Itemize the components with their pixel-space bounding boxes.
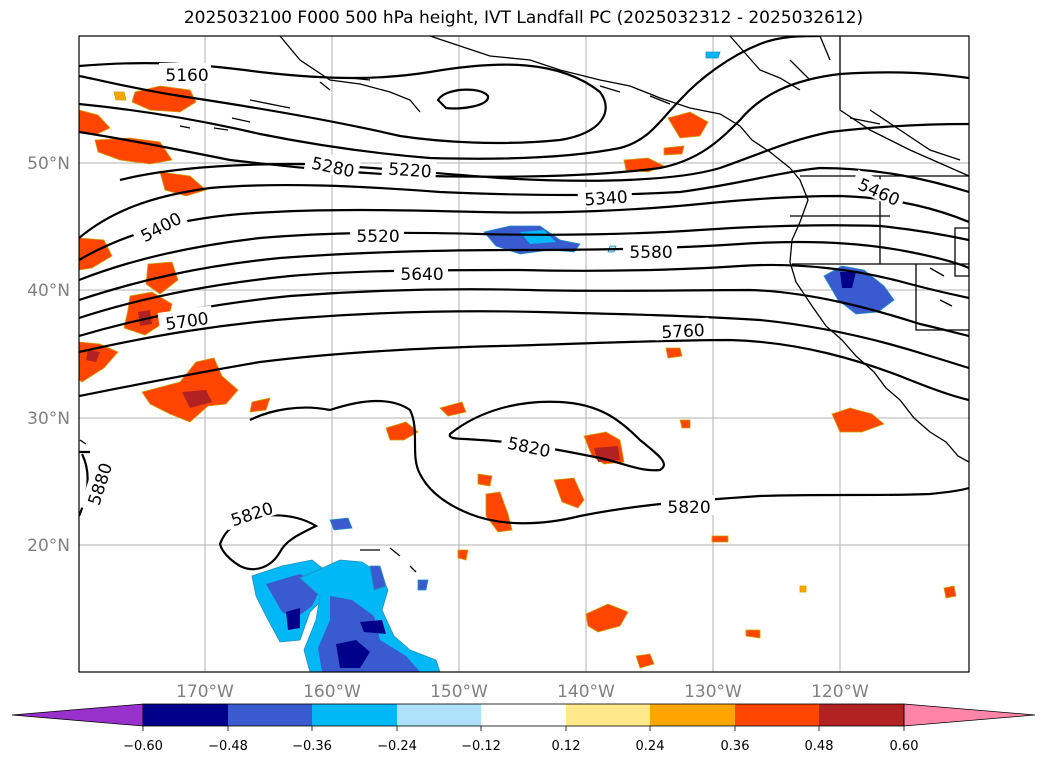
colorbar-seg <box>11 703 144 727</box>
contour-label: 5820 <box>229 499 276 531</box>
colorbar-tick: 0.12 <box>552 739 581 754</box>
colorbar-seg <box>650 704 735 726</box>
colorbar-tick: −0.60 <box>123 739 163 754</box>
contour-label: 5520 <box>356 227 399 247</box>
colorbar-seg <box>312 704 397 726</box>
ivt-negative-patches <box>251 51 895 672</box>
contour-label: 5580 <box>629 243 672 263</box>
lon-label: 130°W <box>684 682 742 702</box>
contour-labels: 5160 5220 5280 5340 5400 5460 5520 5580 … <box>79 63 908 531</box>
contour-label: 5640 <box>400 265 443 285</box>
ivt-positive-patches <box>79 85 957 669</box>
colorbar-tick: 0.36 <box>721 739 750 754</box>
colorbar-tick: 0.60 <box>890 739 919 754</box>
colorbar-seg <box>819 704 904 726</box>
map-area: 5160 5220 5280 5340 5400 5460 5520 5580 … <box>79 36 969 672</box>
height-contours <box>79 36 969 571</box>
lat-label: 40°N <box>27 281 70 301</box>
contour-label: 5340 <box>584 188 629 211</box>
lon-label: 140°W <box>557 682 615 702</box>
lon-label: 150°W <box>430 682 488 702</box>
lat-label: 50°N <box>27 154 70 174</box>
contour-label: 5820 <box>667 498 710 518</box>
latitude-labels: 50°N 40°N 30°N 20°N <box>27 154 70 556</box>
colorbar-tick: 0.48 <box>805 739 834 754</box>
colorbar-tick: −0.24 <box>377 739 417 754</box>
contour-label: 5280 <box>310 154 356 183</box>
lat-label: 20°N <box>27 536 70 556</box>
map-title: 2025032100 F000 500 hPa height, IVT Land… <box>183 8 864 28</box>
colorbar-tick: −0.36 <box>292 739 332 754</box>
contour-label: 5760 <box>661 321 705 343</box>
colorbar-seg <box>228 704 312 726</box>
colorbar-seg <box>143 704 228 726</box>
map-frame <box>78 35 970 673</box>
colorbar-seg <box>903 703 1036 727</box>
colorbar-tick: −0.48 <box>208 739 248 754</box>
contour-label: 5820 <box>506 434 552 463</box>
colorbar: −0.60 −0.48 −0.36 −0.24 −0.12 0.12 0.24 … <box>11 703 1036 754</box>
longitude-labels: 170°W 160°W 150°W 140°W 130°W 120°W <box>176 682 869 702</box>
contour-label: 5160 <box>165 66 208 86</box>
contour-label: 5880 <box>85 461 117 508</box>
lat-label: 30°N <box>27 409 70 429</box>
lon-label: 120°W <box>811 682 869 702</box>
lon-label: 170°W <box>176 682 234 702</box>
colorbar-seg <box>735 704 819 726</box>
colorbar-seg <box>397 704 481 726</box>
colorbar-seg <box>481 704 566 726</box>
coastlines <box>79 36 969 573</box>
colorbar-tick: 0.24 <box>636 739 665 754</box>
lon-label: 160°W <box>303 682 361 702</box>
colorbar-tick: −0.12 <box>461 739 501 754</box>
contour-label: 5220 <box>388 160 433 183</box>
colorbar-seg <box>566 704 650 726</box>
